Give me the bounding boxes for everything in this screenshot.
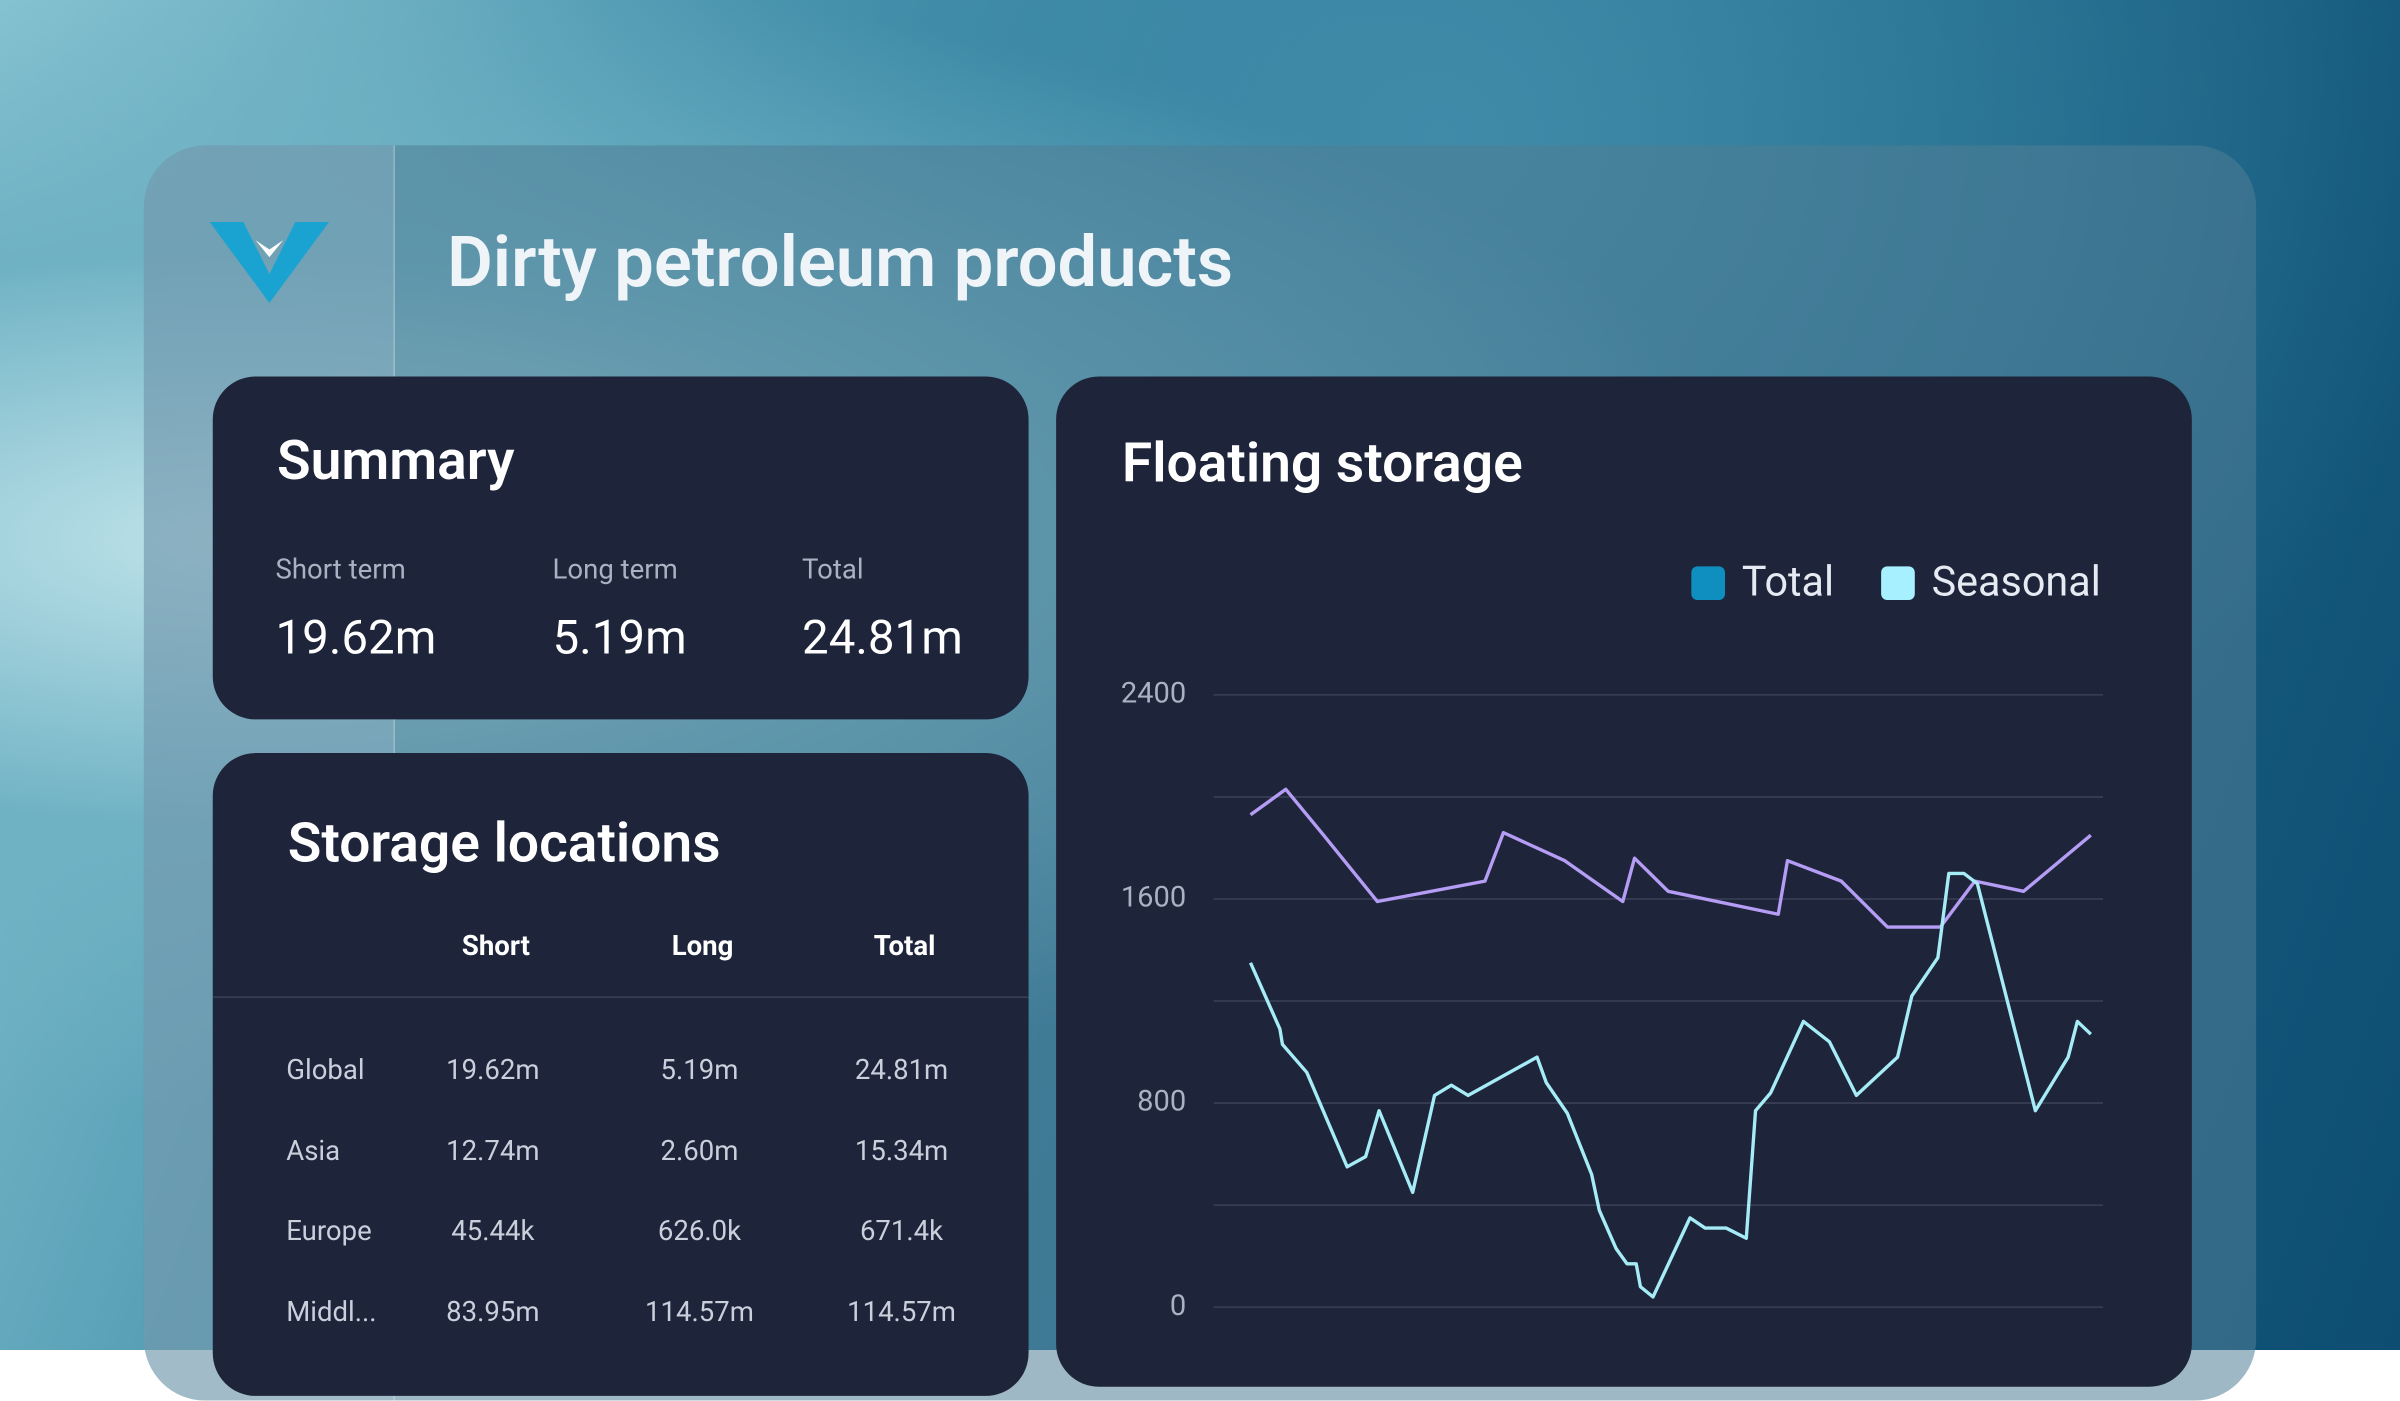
table-cell: 2.60m bbox=[660, 1134, 739, 1168]
page-title: Dirty petroleum products bbox=[446, 221, 1234, 305]
chart-title: Floating storage bbox=[1122, 431, 1523, 495]
table-cell: 45.44k bbox=[451, 1215, 535, 1248]
table-cell: 114.57m bbox=[847, 1295, 956, 1328]
row-label: Global bbox=[286, 1054, 365, 1087]
table-cell: 114.57m bbox=[645, 1295, 754, 1328]
chart: Floating storage 0 800 1600 2400 Total Season… bbox=[1121, 431, 2104, 1323]
table-cell: 24.81m bbox=[854, 1054, 949, 1087]
summary-card: Summary Short term 19.62m Long term 5.19m To… bbox=[212, 376, 1029, 720]
table-cell: 5.19m bbox=[660, 1054, 739, 1087]
series-line bbox=[1248, 871, 2092, 1299]
row-label: Asia bbox=[286, 1134, 341, 1168]
summary-value: 19.62m bbox=[275, 609, 437, 666]
series-line bbox=[1249, 787, 2092, 929]
y-tick-label: 2400 bbox=[1121, 677, 1186, 711]
summary-label: Short term bbox=[275, 554, 406, 587]
row-label: Europe bbox=[286, 1215, 372, 1248]
table-cell: 83.95m bbox=[446, 1295, 540, 1328]
column-header: Long bbox=[671, 930, 734, 963]
legend-swatch bbox=[1691, 566, 1725, 600]
chart-card: Floating storage 0 800 1600 2400 Total Season… bbox=[1056, 376, 2192, 1387]
logo[interactable] bbox=[209, 219, 330, 305]
table-cell: 671.4k bbox=[859, 1215, 944, 1248]
y-tick-label: 800 bbox=[1137, 1085, 1186, 1119]
legend-label: Seasonal bbox=[1932, 559, 2101, 607]
column-header: Total bbox=[873, 930, 936, 963]
row-label: Middl... bbox=[286, 1295, 377, 1328]
table-cell: 19.62m bbox=[446, 1054, 540, 1087]
summary-value: 24.81m bbox=[802, 609, 963, 666]
table-cell: 626.0k bbox=[657, 1215, 742, 1248]
summary-value: 5.19m bbox=[552, 609, 687, 666]
summary-label: Total bbox=[802, 554, 864, 587]
y-tick-label: 0 bbox=[1170, 1289, 1186, 1323]
legend-swatch bbox=[1881, 566, 1915, 600]
stage: Dirty petroleum products Summary Short t… bbox=[143, 145, 2257, 1401]
table-cell: 15.34m bbox=[854, 1134, 949, 1168]
column-header: Short bbox=[461, 930, 530, 963]
y-tick-label: 1600 bbox=[1121, 881, 1186, 915]
table-cell: 12.74m bbox=[446, 1134, 540, 1168]
table-title: Storage locations bbox=[287, 811, 721, 876]
legend-label: Total bbox=[1742, 559, 1834, 607]
summary-title: Summary bbox=[277, 428, 515, 493]
divider bbox=[212, 996, 1029, 998]
table-card: Storage locations Short Long Total Global 19… bbox=[212, 753, 1029, 1396]
summary-label: Long term bbox=[552, 554, 678, 587]
